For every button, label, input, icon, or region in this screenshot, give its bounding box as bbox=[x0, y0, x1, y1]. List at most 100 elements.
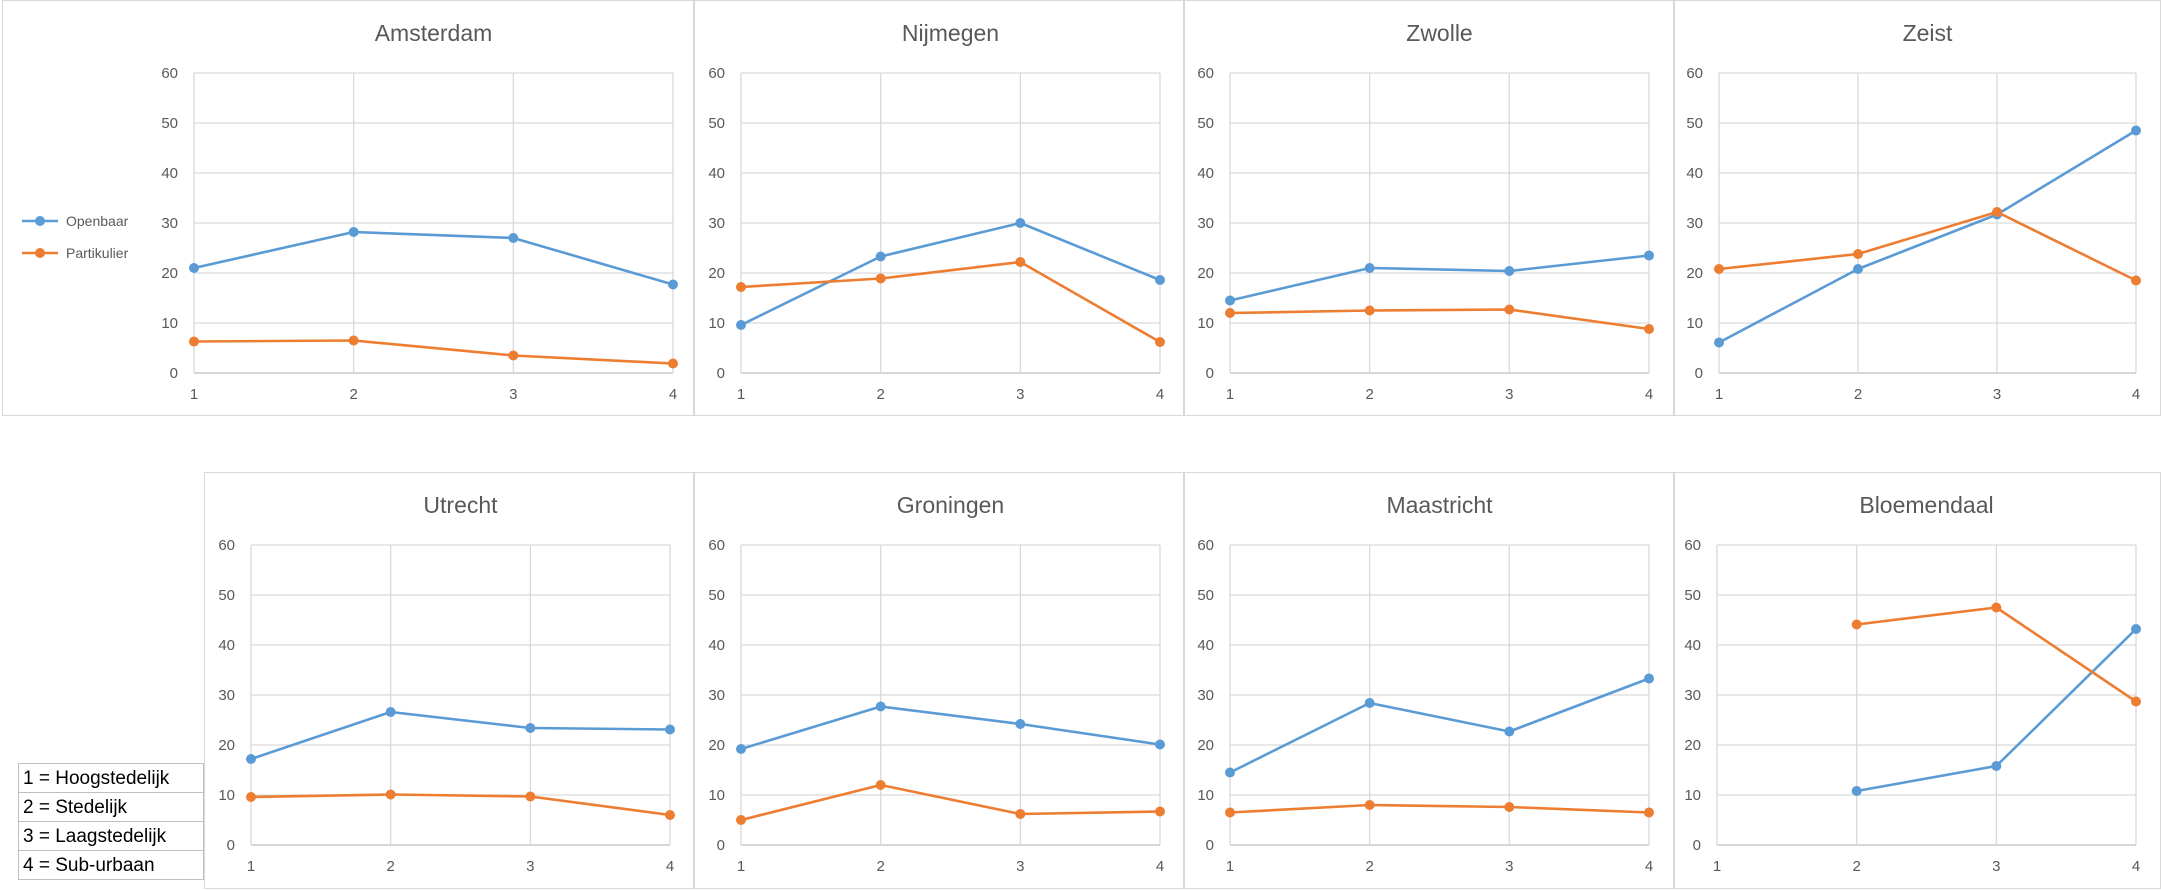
y-tick-label: 10 bbox=[1197, 787, 1214, 804]
chart-svg: Bloemendaal 0 10 20 30 40 50 60 1 2 3 4 bbox=[1684, 492, 2141, 875]
chart-panel-nijmegen: Nijmegen 0 10 20 30 40 50 60 1 2 3 4 bbox=[694, 0, 1184, 416]
y-tick-label: 0 bbox=[1693, 837, 1701, 854]
series-line-openbaar bbox=[1718, 129, 2137, 344]
x-tick-label: 2 bbox=[1365, 386, 1373, 403]
chart-title: Zeist bbox=[1903, 20, 1953, 46]
y-tick-label: 50 bbox=[218, 587, 235, 604]
x-tick-label: 4 bbox=[1156, 858, 1164, 875]
data-point-openbaar bbox=[525, 723, 536, 733]
y-tick-label: 30 bbox=[1197, 215, 1214, 232]
y-tick-label: 40 bbox=[161, 165, 178, 182]
x-tick-label: 4 bbox=[2132, 858, 2140, 875]
y-tick-label: 40 bbox=[1684, 637, 1701, 654]
data-point-partikulier bbox=[1504, 304, 1515, 315]
data-point-partikulier bbox=[348, 335, 359, 346]
y-tick-label: 50 bbox=[161, 115, 178, 132]
data-point-openbaar bbox=[1015, 218, 1026, 228]
data-point-partikulier bbox=[1364, 305, 1375, 316]
data-point-openbaar bbox=[1644, 250, 1654, 261]
x-tick-label: 1 bbox=[737, 386, 745, 403]
chart-svg: Zwolle 0 10 20 30 40 50 60 1 2 3 4 bbox=[1197, 20, 1654, 403]
series-line-partikulier bbox=[1718, 210, 2137, 282]
data-point-openbaar bbox=[1991, 761, 2002, 771]
data-point-partikulier bbox=[189, 336, 199, 347]
x-tick-label: 4 bbox=[1156, 386, 1164, 403]
y-tick-label: 40 bbox=[218, 637, 235, 654]
y-tick-label: 50 bbox=[1197, 587, 1214, 604]
chart-title: Zwolle bbox=[1406, 20, 1472, 46]
x-tick-label: 4 bbox=[2132, 386, 2140, 403]
chart-panel-zwolle: Zwolle 0 10 20 30 40 50 60 1 2 3 4 bbox=[1184, 0, 1674, 416]
x-tick-label: 1 bbox=[1226, 386, 1234, 403]
key-row: 3 = Laagstedelijk bbox=[18, 821, 204, 851]
x-tick-label: 3 bbox=[1505, 858, 1513, 875]
y-tick-label: 60 bbox=[708, 65, 725, 82]
chart-svg: Nijmegen 0 10 20 30 40 50 60 1 2 3 4 bbox=[708, 20, 1165, 403]
data-point-partikulier bbox=[1992, 207, 2002, 217]
x-tick-label: 3 bbox=[526, 858, 534, 875]
y-tick-label: 50 bbox=[708, 115, 725, 132]
series-line-partikulier bbox=[740, 783, 1161, 822]
data-point-partikulier bbox=[1015, 809, 1026, 819]
y-tick-label: 50 bbox=[1197, 115, 1214, 132]
series-line-openbaar bbox=[740, 705, 1161, 751]
data-point-partikulier bbox=[1364, 800, 1375, 810]
x-tick-label: 2 bbox=[1365, 858, 1373, 875]
chart-title: Amsterdam bbox=[375, 20, 493, 46]
y-tick-label: 40 bbox=[1197, 637, 1214, 654]
data-point-openbaar bbox=[1851, 786, 1862, 796]
chart-panel-groningen: Groningen 0 10 20 30 40 50 60 1 2 3 4 bbox=[694, 472, 1184, 889]
series-line-partikulier bbox=[250, 793, 671, 817]
x-tick-label: 2 bbox=[1852, 858, 1860, 875]
x-tick-label: 3 bbox=[1505, 386, 1513, 403]
legend: Openbaar Partikulier bbox=[20, 205, 128, 269]
data-point-openbaar bbox=[348, 227, 359, 237]
series-line-partikulier bbox=[193, 339, 674, 365]
y-tick-label: 30 bbox=[1197, 687, 1214, 704]
x-tick-label: 1 bbox=[1226, 858, 1234, 875]
y-tick-label: 60 bbox=[218, 537, 235, 554]
chart-panel-bloemendaal: Bloemendaal 0 10 20 30 40 50 60 1 2 3 4 bbox=[1674, 472, 2161, 889]
y-tick-label: 60 bbox=[161, 65, 178, 82]
y-tick-label: 0 bbox=[227, 837, 235, 854]
y-tick-label: 0 bbox=[170, 365, 178, 382]
x-tick-label: 4 bbox=[1645, 386, 1653, 403]
x-tick-label: 4 bbox=[666, 858, 674, 875]
data-point-openbaar bbox=[736, 320, 746, 330]
y-tick-label: 60 bbox=[1686, 65, 1703, 82]
y-tick-label: 30 bbox=[1686, 215, 1703, 232]
chart-svg: Groningen 0 10 20 30 40 50 60 1 2 3 4 bbox=[708, 492, 1165, 875]
data-point-partikulier bbox=[1644, 807, 1654, 818]
y-tick-label: 20 bbox=[161, 265, 178, 282]
y-tick-label: 30 bbox=[708, 687, 725, 704]
data-point-openbaar bbox=[875, 251, 886, 262]
y-tick-label: 10 bbox=[708, 315, 725, 332]
key-row: 1 = Hoogstedelijk bbox=[18, 763, 204, 793]
data-point-partikulier bbox=[1853, 249, 1863, 259]
y-tick-label: 20 bbox=[1684, 737, 1701, 754]
y-tick-label: 20 bbox=[1197, 265, 1214, 282]
data-point-openbaar bbox=[1015, 719, 1026, 729]
x-tick-label: 3 bbox=[1993, 386, 2001, 403]
y-tick-label: 0 bbox=[1206, 365, 1214, 382]
data-point-openbaar bbox=[1364, 698, 1375, 708]
x-tick-label: 1 bbox=[1715, 386, 1723, 403]
y-tick-label: 0 bbox=[717, 365, 725, 382]
y-tick-label: 30 bbox=[708, 215, 725, 232]
data-point-openbaar bbox=[385, 707, 396, 717]
y-tick-label: 20 bbox=[1686, 265, 1703, 282]
y-tick-label: 60 bbox=[708, 537, 725, 554]
legend-item-partikulier: Partikulier bbox=[20, 237, 128, 269]
data-point-openbaar bbox=[875, 701, 886, 712]
y-tick-label: 0 bbox=[1206, 837, 1214, 854]
x-tick-label: 3 bbox=[1016, 386, 1024, 403]
data-point-openbaar bbox=[668, 279, 678, 290]
y-tick-label: 0 bbox=[1695, 365, 1703, 382]
series-line-partikulier bbox=[740, 260, 1161, 344]
y-tick-label: 20 bbox=[218, 737, 235, 754]
data-point-openbaar bbox=[189, 263, 199, 273]
data-point-openbaar bbox=[2131, 624, 2141, 634]
data-point-partikulier bbox=[875, 273, 886, 284]
y-tick-label: 30 bbox=[218, 687, 235, 704]
y-tick-label: 50 bbox=[708, 587, 725, 604]
